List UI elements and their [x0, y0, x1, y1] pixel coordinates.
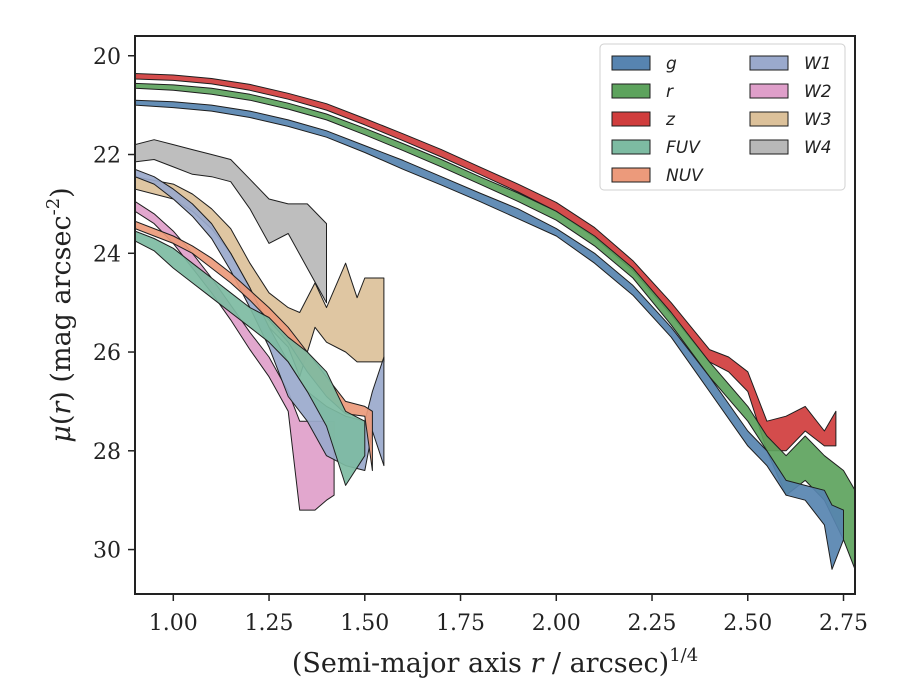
legend-label-w3: W3	[804, 110, 832, 130]
x-axis-label: (Semi-major axis r / arcsec)1/4	[292, 645, 698, 679]
band-nuv	[135, 220, 373, 471]
y-axis-label: μ(r) (mag arcsec-2)	[43, 187, 77, 442]
legend-swatch-nuv	[611, 167, 651, 183]
legend-label-w2: W2	[804, 82, 832, 102]
x-tick-label: 1.00	[149, 611, 198, 636]
legend-swatch-g	[611, 55, 651, 71]
x-tick-label: 2.00	[532, 611, 581, 636]
legend-swatch-w4	[749, 139, 789, 155]
legend-swatch-z	[611, 111, 651, 127]
y-axis-ticks: 20 22 24 26 28 30	[93, 45, 135, 564]
y-tick-label: 24	[93, 242, 121, 267]
x-axis-ticks: 1.00 1.25 1.50 1.75 2.00 2.25 2.50 2.75	[149, 594, 868, 636]
legend-swatch-w1	[749, 55, 789, 71]
y-tick-label: 20	[93, 45, 121, 70]
y-tick-label: 28	[93, 440, 121, 465]
legend-swatch-w3	[749, 111, 789, 127]
legend-swatch-r	[611, 83, 651, 99]
x-tick-label: 1.25	[245, 611, 294, 636]
legend-swatch-w2	[749, 83, 789, 99]
legend-label-w4: W4	[804, 138, 832, 158]
legend-swatch-fuv	[611, 139, 651, 155]
legend-label-g: g	[666, 54, 677, 74]
x-tick-label: 2.75	[819, 611, 868, 636]
x-tick-label: 1.50	[340, 611, 389, 636]
band-w4	[135, 139, 327, 304]
legend-label-r: r	[666, 82, 674, 102]
plot-frame	[134, 35, 856, 595]
x-tick-label: 2.25	[628, 611, 677, 636]
legend-label-w1: W1	[804, 54, 832, 74]
legend-label-nuv: NUV	[666, 166, 704, 186]
x-tick-label: 1.75	[436, 611, 485, 636]
band-z	[135, 73, 837, 452]
legend: grz FUV NUV W1 W2 W3 W4	[599, 43, 846, 191]
y-tick-label: 22	[93, 144, 121, 169]
y-tick-label: 30	[93, 539, 121, 564]
legend-label-fuv: FUV	[666, 138, 701, 158]
band-r	[135, 82, 855, 570]
legend-label-z: z	[665, 110, 676, 130]
profile-bands	[135, 73, 855, 570]
band-g	[135, 99, 844, 570]
y-tick-label: 26	[93, 341, 121, 366]
band-fuv	[135, 230, 366, 486]
x-tick-label: 2.50	[723, 611, 772, 636]
